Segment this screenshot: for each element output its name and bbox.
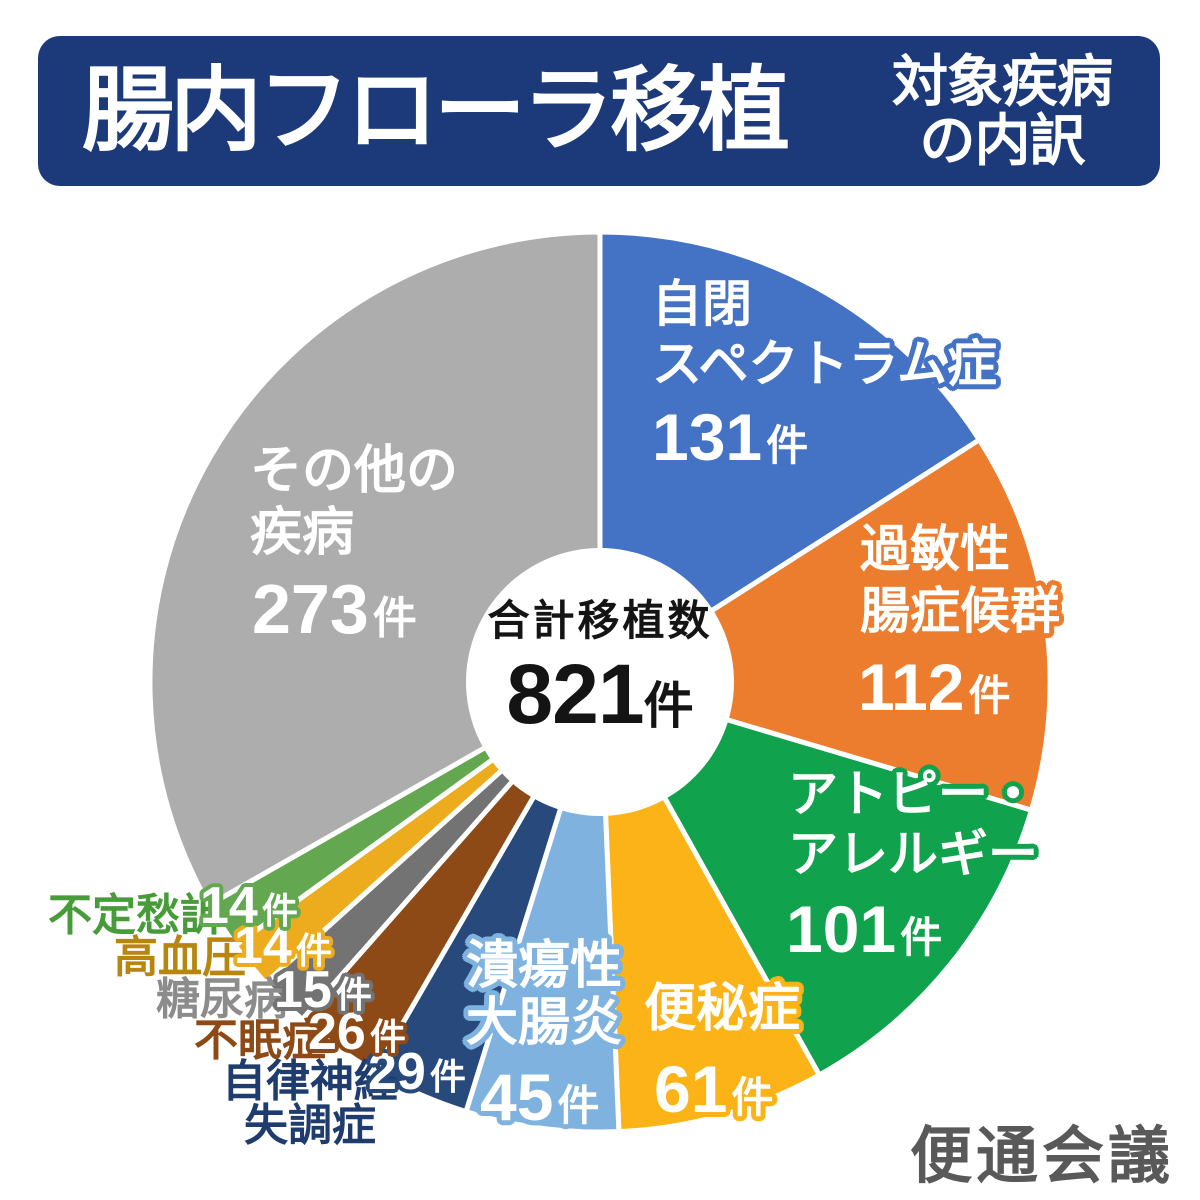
- segment-label-6: 不眠症: [194, 1016, 326, 1065]
- segment-value-8: 14 件: [234, 917, 332, 975]
- segment-value-7: 15 件: [274, 961, 372, 1019]
- pie-slice-1: [597, 437, 1053, 813]
- pie-slice-0: [597, 229, 982, 685]
- segment-label-5: 自律神経 失調症: [222, 1057, 398, 1150]
- donut-hole: [466, 548, 734, 816]
- segment-label-0: 自閉 スペクトラム症: [652, 276, 997, 392]
- segment-value-10: 273件: [252, 570, 417, 648]
- segment-value-4: 45件: [480, 1060, 600, 1134]
- header-subtitle-line2: の内訳: [919, 109, 1086, 172]
- segment-label-2: アトピー・ アレルギー: [788, 766, 1038, 882]
- pie-center-total: 合計移植数 821件: [440, 597, 760, 737]
- page-title: 腸内フローラ移植: [82, 60, 790, 162]
- header-subtitle-line1: 対象疾病: [892, 50, 1113, 113]
- total-value: 821件: [440, 652, 760, 736]
- segment-label-8: 高血圧: [114, 933, 246, 982]
- segment-label-3: 便秘症: [644, 980, 801, 1038]
- segment-label-10: その他の 疾病: [250, 442, 459, 562]
- header-banner: 腸内フローラ移植 対象疾病 の内訳: [38, 36, 1160, 186]
- segment-value-5: 29 件: [368, 1043, 466, 1101]
- segment-label-1: 過敏性 腸症候群: [860, 521, 1060, 639]
- segment-label-7: 糖尿病: [156, 975, 288, 1024]
- brand-logo: 便通会議: [909, 1122, 1174, 1191]
- header-subtitle: 対象疾病 の内訳: [892, 50, 1113, 172]
- segment-value-6: 26 件: [308, 1003, 406, 1061]
- segment-value-0: 131件: [652, 400, 809, 474]
- total-value-number: 821: [506, 647, 644, 741]
- segment-label-4: 潰瘍性 大腸炎: [466, 937, 623, 1052]
- total-label: 合計移植数: [487, 597, 713, 644]
- segment-value-9: 14 件: [200, 877, 298, 935]
- segment-value-2: 101件: [786, 892, 943, 966]
- segment-label-9: 不定愁訴: [48, 891, 224, 940]
- pie-slice-2: [597, 679, 1034, 1078]
- segment-value-1: 112件: [858, 650, 1011, 724]
- segment-value-3: 61件: [654, 1052, 774, 1126]
- total-value-unit: 件: [643, 678, 694, 734]
